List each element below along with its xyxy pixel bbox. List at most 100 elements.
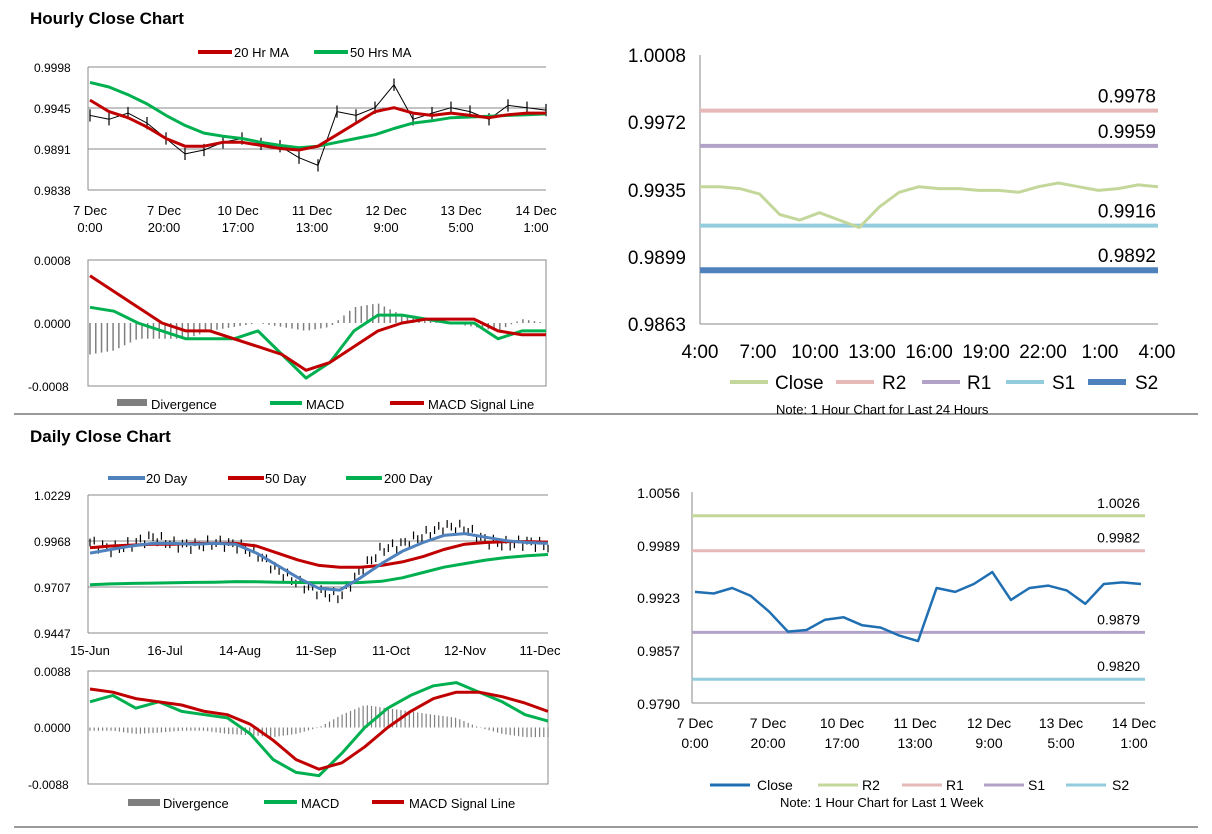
x-tick-label: 7:00 <box>740 342 777 363</box>
legend-macd-label: MACD <box>301 796 339 811</box>
x-tick-label: 20:00 <box>750 735 785 751</box>
level-label-s1: 0.9916 <box>1098 202 1156 223</box>
hourly-macd-panel: 0.0008 0.0000 -0.0008 <box>28 254 547 394</box>
x-tick-label: 12 Dec <box>365 203 407 218</box>
legend-ma50-label: 50 Hrs MA <box>350 45 412 60</box>
y-tick-label: 0.9998 <box>34 61 71 75</box>
y-tick-label: 0.9935 <box>628 181 686 202</box>
y-tick-label: 0.9972 <box>628 113 686 134</box>
legend-r2-label: R2 <box>882 373 906 394</box>
macd-series-line <box>89 681 549 778</box>
x-tick-label: 0:00 <box>681 735 708 751</box>
legend-r1-label: R1 <box>946 777 964 793</box>
close-series-line <box>700 181 1159 229</box>
x-tick-label: 10 Dec <box>217 203 259 218</box>
y-tick-label: 0.9923 <box>637 590 680 606</box>
level-label-r2: 0.9978 <box>1098 87 1156 108</box>
y-tick-label: 0.9863 <box>628 315 686 336</box>
y-tick-label: 0.0000 <box>34 317 71 331</box>
y-tick-label: 0.9857 <box>637 643 680 659</box>
y-tick-label: 0.0088 <box>34 665 71 679</box>
legend-divergence-label: Divergence <box>163 796 229 811</box>
legend-50day-label: 50 Day <box>265 471 307 486</box>
legend-divergence-swatch <box>128 799 160 806</box>
y-tick-label: 1.0008 <box>628 46 686 67</box>
x-tick-label: 9:00 <box>975 735 1002 751</box>
y-tick-label: 0.9838 <box>34 184 71 198</box>
x-tick-label: 14 Dec <box>1112 715 1156 731</box>
hourly-note: Note: 1 Hour Chart for Last 24 Hours <box>776 402 989 417</box>
legend-divergence-swatch <box>117 399 147 406</box>
y-tick-label: 0.0008 <box>34 254 71 268</box>
y-tick-label: 0.9989 <box>637 538 680 554</box>
x-tick-label: 0:00 <box>77 220 102 235</box>
x-tick-label: 19:00 <box>962 342 1010 363</box>
x-tick-label: 22:00 <box>1019 342 1067 363</box>
x-tick-label: 4:00 <box>1139 342 1176 363</box>
legend-r2-label: R2 <box>862 777 880 793</box>
level-label-r1: 0.9982 <box>1097 530 1140 546</box>
signal-series-line <box>89 274 546 372</box>
y-tick-label: 0.0000 <box>34 721 71 735</box>
level-label-r2: 1.0026 <box>1097 495 1140 511</box>
y-tick-label: 0.9899 <box>628 248 686 269</box>
daily-macd-panel: 0.0088 0.0000 -0.0088 <box>28 665 549 792</box>
legend-200day-label: 200 Day <box>384 471 433 486</box>
x-tick-label: 15-Jun <box>70 643 110 658</box>
x-tick-label: 4:00 <box>682 342 719 363</box>
x-tick-label: 11-Oct <box>372 643 410 658</box>
x-tick-label: 14 Dec <box>515 203 557 218</box>
x-tick-label: 12 Dec <box>967 715 1011 731</box>
200day-series-line <box>89 553 549 587</box>
ma20-series-line <box>89 98 546 152</box>
20day-series-line <box>89 532 549 592</box>
x-tick-label: 5:00 <box>1047 735 1074 751</box>
x-tick-label: 1:00 <box>1082 342 1119 363</box>
level-label-s2: 0.9892 <box>1098 246 1156 267</box>
x-tick-label: 7 Dec <box>147 203 181 218</box>
x-tick-label: 7 Dec <box>73 203 107 218</box>
hourly-price-macd-chart: 20 Hr MA 50 Hrs MA 0.9998 0.9945 0.9891 … <box>28 45 557 412</box>
x-tick-label: 11-Sep <box>296 643 337 658</box>
x-tick-label: 10 Dec <box>820 715 864 731</box>
weekly-note: Note: 1 Hour Chart for Last 1 Week <box>780 795 984 810</box>
legend-s2-label: S2 <box>1135 373 1158 394</box>
hourly-section-title: Hourly Close Chart <box>30 9 184 28</box>
x-tick-label: 13 Dec <box>440 203 482 218</box>
legend-ma20-label: 20 Hr MA <box>234 45 289 60</box>
legend-divergence-label: Divergence <box>151 397 217 412</box>
legend-s2-label: S2 <box>1112 777 1129 793</box>
legend-s1-label: S1 <box>1028 777 1045 793</box>
legend-close-label: Close <box>757 777 793 793</box>
legend-close-label: Close <box>775 373 824 394</box>
legend-signal-label: MACD Signal Line <box>428 397 534 412</box>
50day-series-line <box>89 540 549 569</box>
section-divider <box>14 413 1198 415</box>
daily-price-macd-chart: 20 Day 50 Day 200 Day 1.0229 0.9968 0.97… <box>28 471 561 811</box>
y-tick-label: 0.9968 <box>34 535 71 549</box>
x-tick-label: 14-Aug <box>219 643 261 658</box>
close-series-line <box>89 84 547 166</box>
x-tick-label: 16:00 <box>905 342 953 363</box>
signal-series-line <box>89 687 549 771</box>
daily-section-title: Daily Close Chart <box>30 427 171 446</box>
x-tick-label: 13:00 <box>897 735 932 751</box>
hourly-24h-chart: 1.0008 0.9972 0.9935 0.9899 0.9863 0.997… <box>628 46 1176 394</box>
x-tick-label: 5:00 <box>448 220 473 235</box>
x-tick-label: 11-Dec <box>520 643 561 658</box>
y-tick-label: 0.9790 <box>637 696 680 712</box>
x-tick-label: 11 Dec <box>893 715 936 731</box>
x-tick-label: 13:00 <box>848 342 896 363</box>
x-tick-label: 17:00 <box>824 735 859 751</box>
y-tick-label: 0.9707 <box>34 581 71 595</box>
level-label-s2: 0.9820 <box>1097 658 1140 674</box>
legend-signal-label: MACD Signal Line <box>409 796 515 811</box>
x-tick-label: 13 Dec <box>1039 715 1083 731</box>
weekly-hourly-chart: 1.0056 0.9989 0.9923 0.9857 0.9790 1.002… <box>637 485 1156 793</box>
x-tick-label: 1:00 <box>523 220 548 235</box>
y-tick-label: -0.0088 <box>28 778 69 792</box>
level-label-s1: 0.9879 <box>1097 611 1140 627</box>
hourly-price-panel: 0.9998 0.9945 0.9891 0.9838 7 Dec 0:00 7… <box>34 61 557 235</box>
y-tick-label: 0.9891 <box>34 143 71 157</box>
bottom-divider <box>14 826 1198 828</box>
